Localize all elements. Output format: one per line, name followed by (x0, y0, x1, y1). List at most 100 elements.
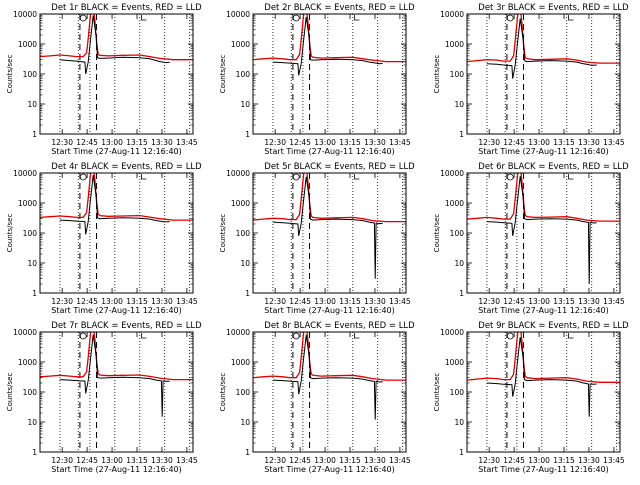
x-tick-label: 12:45 (76, 297, 98, 306)
y-tick-label: 10 (27, 418, 37, 427)
y-tick-label: 100 (23, 70, 38, 79)
y-tick-label: 10 (240, 418, 250, 427)
chart-title: Det 8r BLACK = Events, RED = LLD (264, 321, 415, 331)
chart-title: Det 3r BLACK = Events, RED = LLD (478, 3, 629, 13)
marker-circle (79, 14, 87, 22)
x-axis-label: Start Time (27-Aug-11 12:16:40) (264, 147, 395, 156)
y-tick-label: 1000 (445, 358, 464, 367)
x-tick-label: 13:00 (101, 138, 123, 147)
marker-step (568, 333, 574, 339)
x-tick-label: 12:30 (264, 138, 286, 147)
x-tick-label: 13:45 (389, 456, 411, 465)
y-axis-label: Counts/sec (6, 55, 14, 94)
series-line-events (486, 18, 597, 79)
y-tick-label: 10 (27, 259, 37, 268)
series-line-lld (467, 332, 620, 383)
marker-step (354, 15, 360, 21)
x-tick-label: 12:30 (51, 138, 73, 147)
y-tick-label: 1000 (445, 199, 464, 208)
chart-panel-5: Det 5r BLACK = Events, RED = LLD 1 10 100 10… (219, 162, 415, 315)
y-tick-label: 100 (450, 229, 465, 238)
y-tick-label: 10000 (440, 10, 464, 19)
chart-title: Det 7r BLACK = Events, RED = LLD (51, 321, 202, 331)
series-line-events (272, 16, 383, 76)
y-tick-label: 100 (450, 388, 465, 397)
y-tick-label: 100 (450, 70, 465, 79)
chart-panel-9: Det 9r BLACK = Events, RED = LLD 1 10 100 10… (433, 321, 629, 474)
series-line-lld (40, 14, 193, 61)
x-tick-label: 12:45 (289, 456, 311, 465)
x-tick-label: 13:15 (126, 138, 148, 147)
chart-title: Det 9r BLACK = Events, RED = LLD (478, 321, 629, 331)
y-tick-label: 10000 (226, 169, 250, 178)
chart-panel-6: Det 6r BLACK = Events, RED = LLD 1 10 100 10… (433, 162, 629, 315)
y-tick-label: 10000 (13, 169, 37, 178)
chart-title: Det 2r BLACK = Events, RED = LLD (264, 3, 415, 13)
y-axis-label: Counts/sec (433, 214, 441, 253)
y-axis-label: Counts/sec (6, 214, 14, 253)
x-tick-label: 12:45 (503, 456, 525, 465)
series-group (40, 14, 193, 75)
x-tick-label: 13:00 (101, 456, 123, 465)
series-group (40, 173, 193, 235)
series-line-events (486, 176, 597, 285)
y-tick-label: 10000 (226, 328, 250, 337)
plot-frame (466, 331, 621, 453)
x-tick-label: 13:45 (603, 456, 625, 465)
plot-frame (466, 172, 621, 294)
chart-title: Det 5r BLACK = Events, RED = LLD (264, 162, 415, 172)
chart-panel-2: Det 2r BLACK = Events, RED = LLD 1 10 100 10… (219, 3, 415, 156)
marker-circle (506, 332, 514, 340)
y-tick-label: 100 (236, 388, 251, 397)
y-axis-label: Counts/sec (219, 55, 227, 94)
plot-frame (466, 13, 621, 135)
x-tick-label: 13:15 (553, 297, 575, 306)
y-tick-label: 100 (236, 70, 251, 79)
chart-panel-3: Det 3r BLACK = Events, RED = LLD 1 10 100 10… (433, 3, 629, 156)
marker-circle (79, 173, 87, 181)
x-axis-label: Start Time (27-Aug-11 12:16:40) (478, 306, 609, 315)
x-tick-label: 13:45 (603, 297, 625, 306)
y-tick-label: 1 (245, 448, 250, 457)
x-tick-label: 12:30 (51, 456, 73, 465)
series-line-lld (253, 14, 406, 63)
x-tick-label: 13:15 (339, 297, 361, 306)
marker-circle (506, 14, 514, 22)
y-tick-label: 10000 (440, 169, 464, 178)
x-tick-label: 12:45 (503, 138, 525, 147)
series-group (40, 332, 193, 417)
x-tick-label: 13:15 (339, 138, 361, 147)
x-axis-label: Start Time (27-Aug-11 12:16:40) (478, 465, 609, 474)
x-tick-label: 13:00 (314, 138, 336, 147)
x-tick-label: 13:15 (339, 456, 361, 465)
y-tick-label: 1 (245, 130, 250, 139)
x-tick-label: 13:00 (528, 297, 550, 306)
chart-panel-1: Det 1r BLACK = Events, RED = LLD 1 10 100 10… (6, 3, 202, 156)
marker-step (141, 15, 147, 21)
x-tick-label: 12:30 (478, 138, 500, 147)
x-tick-label: 13:00 (101, 297, 123, 306)
y-tick-label: 1000 (231, 199, 250, 208)
y-tick-label: 1 (459, 289, 464, 298)
x-tick-label: 13:45 (603, 138, 625, 147)
x-axis-label: Start Time (27-Aug-11 12:16:40) (478, 147, 609, 156)
x-tick-label: 12:45 (289, 138, 311, 147)
x-tick-label: 13:30 (151, 297, 173, 306)
series-line-lld (467, 173, 620, 222)
x-tick-label: 13:15 (553, 456, 575, 465)
y-axis-label: Counts/sec (433, 55, 441, 94)
x-tick-label: 13:30 (578, 456, 600, 465)
chart-panel-8: Det 8r BLACK = Events, RED = LLD 1 10 100 10… (219, 321, 415, 474)
marker-step (354, 333, 360, 339)
series-line-events (272, 176, 383, 279)
marker-circle (292, 332, 300, 340)
x-tick-label: 13:30 (151, 456, 173, 465)
y-tick-label: 10 (454, 259, 464, 268)
series-line-events (272, 334, 383, 420)
x-tick-label: 13:15 (126, 297, 148, 306)
series-line-lld (467, 14, 620, 64)
x-axis-label: Start Time (27-Aug-11 12:16:40) (51, 465, 182, 474)
x-tick-label: 12:30 (51, 297, 73, 306)
chart-panel-7: Det 7r BLACK = Events, RED = LLD 1 10 100 10… (6, 321, 202, 474)
series-line-events (59, 15, 170, 75)
